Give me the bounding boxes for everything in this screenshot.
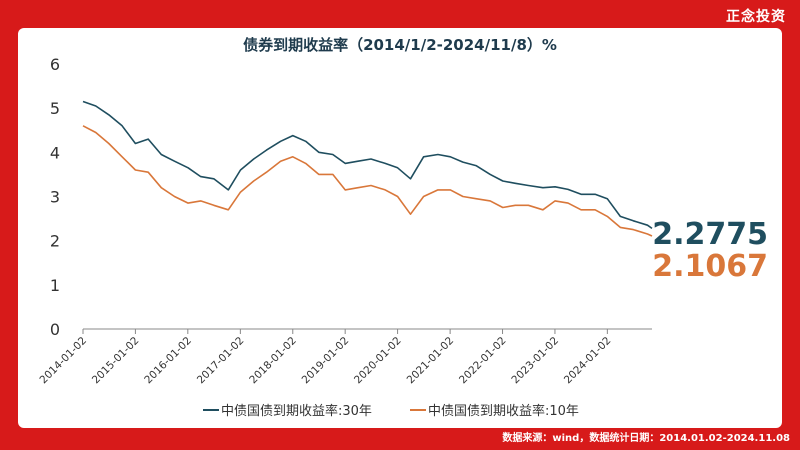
brand-logo-text: 正念投资 <box>726 9 786 25</box>
x-tick-label: 2018-01-02 <box>247 335 299 387</box>
legend: 中债国债到期收益率:30年 中债国债到期收益率:10年 <box>203 403 579 419</box>
legend-label-0: 中债国债到期收益率:30年 <box>221 403 372 419</box>
y-tick-label: 2 <box>50 232 60 251</box>
y-tick-label: 3 <box>50 188 60 207</box>
x-tick-label: 2015-01-02 <box>90 335 142 387</box>
x-tick-label: 2019-01-02 <box>300 335 352 387</box>
y-tick-label: 0 <box>50 320 60 339</box>
x-tick-label: 2016-01-02 <box>142 335 194 387</box>
y-tick-label: 5 <box>50 99 60 118</box>
x-tick-label: 2020-01-02 <box>352 335 404 387</box>
x-tick-label: 2023-01-02 <box>509 335 561 387</box>
x-tick-label: 2024-01-02 <box>562 335 614 387</box>
legend-label-1: 中债国债到期收益率:10年 <box>428 403 579 419</box>
x-tick-label: 2022-01-02 <box>457 335 509 387</box>
x-tick-label: 2017-01-02 <box>195 335 247 387</box>
series-lines <box>82 100 653 237</box>
end-value-10y: 2.1067 <box>652 249 768 284</box>
end-value-30y: 2.2775 <box>652 217 768 252</box>
y-tick-label: 1 <box>50 276 60 295</box>
chart-panel <box>18 28 782 428</box>
y-tick-label: 6 <box>50 55 60 74</box>
series-line-0 <box>82 100 653 230</box>
x-tick-label: 2014-01-02 <box>37 335 89 387</box>
data-source-footer: 数据来源：wind，数据统计日期：2014.01.02-2024.11.08 <box>502 433 790 444</box>
y-tick-label: 4 <box>50 143 60 162</box>
series-line-1 <box>82 125 653 237</box>
chart-title: 债券到期收益率（2014/1/2-2024/11/8）% <box>243 36 557 54</box>
x-tick-label: 2021-01-02 <box>405 335 457 387</box>
